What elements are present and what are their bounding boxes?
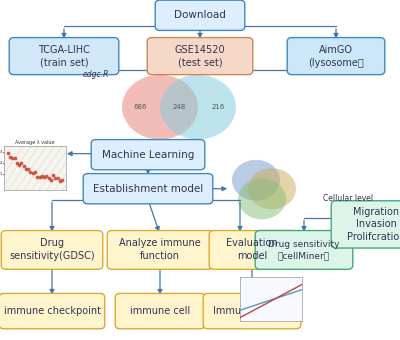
Text: immune cell: immune cell xyxy=(130,306,190,316)
Text: Cellular level: Cellular level xyxy=(323,194,373,203)
Text: Evaluation
model: Evaluation model xyxy=(226,238,278,261)
FancyBboxPatch shape xyxy=(9,38,119,75)
Text: Drug
sensitivity(GDSC): Drug sensitivity(GDSC) xyxy=(9,238,95,261)
Text: 248: 248 xyxy=(172,104,186,110)
FancyBboxPatch shape xyxy=(83,174,213,204)
FancyBboxPatch shape xyxy=(115,293,205,329)
FancyBboxPatch shape xyxy=(107,231,213,269)
Point xyxy=(23,167,29,172)
Title: Average λ value: Average λ value xyxy=(15,140,55,145)
Point xyxy=(45,175,52,181)
Point xyxy=(32,170,38,175)
Text: immune checkpoint: immune checkpoint xyxy=(4,306,100,316)
Point xyxy=(43,173,50,178)
FancyBboxPatch shape xyxy=(209,231,295,269)
Point xyxy=(30,170,36,175)
Circle shape xyxy=(238,178,286,219)
FancyBboxPatch shape xyxy=(255,231,353,269)
Point xyxy=(50,173,56,178)
FancyBboxPatch shape xyxy=(287,38,385,75)
Text: GSE14520
(test set): GSE14520 (test set) xyxy=(175,45,225,68)
Point xyxy=(52,176,58,181)
FancyBboxPatch shape xyxy=(331,201,400,248)
FancyBboxPatch shape xyxy=(1,231,103,269)
Point xyxy=(48,177,54,182)
FancyBboxPatch shape xyxy=(203,293,301,329)
Point xyxy=(7,154,13,159)
Point xyxy=(12,155,18,161)
Point xyxy=(57,178,63,184)
Point xyxy=(54,176,61,181)
Text: Migration
Invasion
Prolifcration: Migration Invasion Prolifcration xyxy=(347,207,400,242)
Text: Drug sensitivity
（cellMiner）: Drug sensitivity （cellMiner） xyxy=(268,240,340,260)
Text: TCGA-LIHC
(train set): TCGA-LIHC (train set) xyxy=(38,45,90,68)
Text: Lysosome: Lysosome xyxy=(190,67,222,72)
Text: Analyze immune
function: Analyze immune function xyxy=(119,238,201,261)
Point xyxy=(14,160,20,166)
Text: AimGO
(lysosome）: AimGO (lysosome） xyxy=(308,45,364,68)
Point xyxy=(36,174,43,180)
Point xyxy=(20,163,27,169)
Point xyxy=(16,162,22,167)
FancyBboxPatch shape xyxy=(147,38,253,75)
Point xyxy=(59,177,65,183)
Circle shape xyxy=(232,160,280,201)
Text: 686: 686 xyxy=(133,104,147,110)
Circle shape xyxy=(248,168,296,209)
Point xyxy=(27,169,34,174)
Point xyxy=(5,151,11,156)
Point xyxy=(38,173,45,178)
Text: edgc.R: edgc.R xyxy=(83,70,109,79)
Text: Filter: Filter xyxy=(148,67,164,72)
Text: 216: 216 xyxy=(211,104,225,110)
FancyBboxPatch shape xyxy=(91,139,205,170)
Text: Download: Download xyxy=(174,10,226,20)
Point xyxy=(34,174,40,180)
Point xyxy=(41,174,47,180)
Circle shape xyxy=(160,75,236,139)
Point xyxy=(18,160,25,166)
Point xyxy=(25,166,32,171)
FancyBboxPatch shape xyxy=(0,293,105,329)
Text: Establishment model: Establishment model xyxy=(93,184,203,194)
FancyBboxPatch shape xyxy=(155,0,245,31)
Point xyxy=(9,155,16,160)
Circle shape xyxy=(122,75,198,139)
Text: Immunotherapy: Immunotherapy xyxy=(213,306,291,316)
Text: Machine Learning: Machine Learning xyxy=(102,150,194,160)
